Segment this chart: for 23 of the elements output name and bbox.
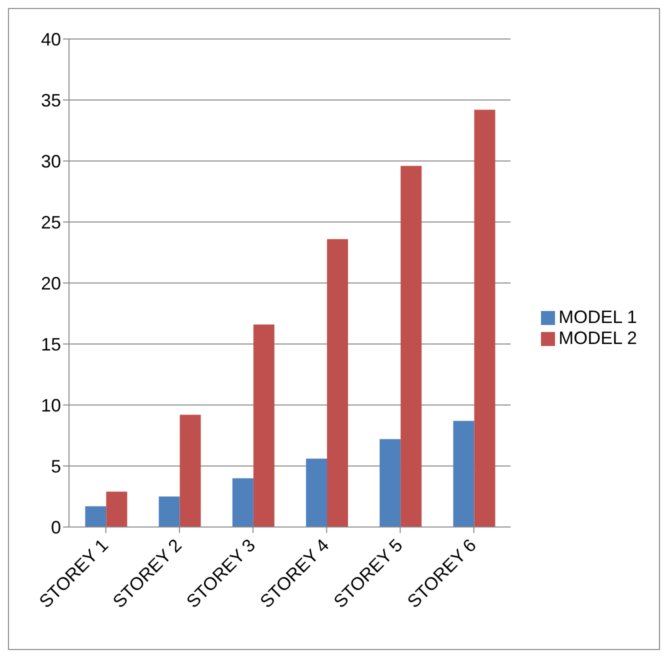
bar [306, 458, 328, 527]
y-tick-label: 40 [40, 29, 61, 50]
bar [453, 420, 474, 527]
bar [158, 496, 180, 527]
bar [474, 110, 496, 527]
bar [85, 506, 106, 527]
bar [400, 166, 422, 527]
bar [232, 478, 254, 527]
y-tick-label: 15 [40, 334, 61, 354]
y-tick-label: 5 [50, 456, 61, 476]
y-tick-label: 25 [40, 212, 61, 232]
bar [380, 439, 401, 527]
y-tick-label: 10 [40, 395, 61, 416]
legend-label: MODEL 2 [558, 328, 637, 348]
legend-label: MODEL 1 [558, 307, 637, 327]
bar [106, 492, 128, 527]
y-tick-label: 35 [40, 90, 61, 110]
y-tick-label: 30 [40, 151, 61, 172]
y-tick-label: 0 [50, 517, 61, 538]
bar [180, 414, 201, 527]
bar [327, 239, 348, 527]
bar [253, 324, 274, 527]
y-tick-label: 20 [40, 273, 61, 294]
